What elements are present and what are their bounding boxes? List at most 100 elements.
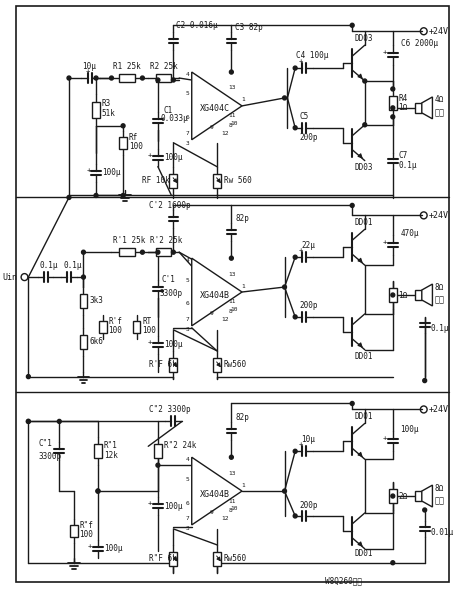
Text: 4: 4: [185, 457, 190, 462]
Bar: [119, 137, 127, 149]
Polygon shape: [191, 457, 241, 525]
Text: 200p: 200p: [298, 501, 317, 509]
Bar: [156, 248, 171, 256]
Bar: [213, 358, 220, 372]
Circle shape: [390, 494, 394, 498]
Text: 10μ: 10μ: [300, 435, 314, 444]
Text: 100μ: 100μ: [163, 153, 182, 162]
Text: +: +: [298, 247, 302, 253]
Text: 低音: 低音: [433, 108, 443, 118]
Text: 82p: 82p: [235, 214, 249, 223]
Text: Uin: Uin: [3, 272, 18, 281]
Text: 3300p: 3300p: [159, 288, 183, 297]
Text: DD01: DD01: [353, 549, 372, 558]
Text: 5: 5: [185, 476, 190, 482]
Text: 3: 3: [185, 327, 190, 332]
Bar: [92, 102, 100, 118]
Text: DD01: DD01: [353, 352, 372, 361]
Text: 100μ: 100μ: [163, 340, 182, 349]
Text: 2Ω: 2Ω: [398, 492, 407, 501]
Text: 100μ: 100μ: [101, 168, 120, 177]
Text: 7: 7: [185, 517, 190, 521]
Circle shape: [292, 66, 297, 70]
Polygon shape: [191, 72, 241, 139]
Circle shape: [57, 420, 61, 423]
Circle shape: [156, 463, 159, 467]
Text: +: +: [85, 68, 89, 74]
Circle shape: [156, 78, 159, 82]
Text: 10: 10: [230, 307, 237, 313]
Text: 82p: 82p: [235, 413, 249, 422]
Bar: [154, 444, 162, 458]
Circle shape: [229, 455, 233, 459]
Circle shape: [229, 70, 233, 74]
Text: 高音: 高音: [433, 496, 443, 505]
Text: 4: 4: [185, 72, 190, 77]
Text: 100: 100: [108, 326, 122, 335]
Text: 8: 8: [228, 508, 232, 514]
Polygon shape: [191, 258, 241, 326]
Circle shape: [67, 76, 71, 80]
Text: R3: R3: [101, 99, 111, 108]
Circle shape: [171, 250, 175, 254]
Text: C'1: C'1: [162, 275, 175, 284]
Text: 12: 12: [221, 131, 229, 137]
Text: 12: 12: [221, 517, 229, 521]
Text: 7: 7: [185, 317, 190, 322]
Text: 3300p: 3300p: [38, 452, 61, 461]
Text: C1: C1: [163, 106, 173, 115]
Circle shape: [292, 514, 297, 518]
Text: 12k: 12k: [104, 451, 118, 460]
Text: RT: RT: [142, 317, 151, 326]
Bar: [213, 552, 220, 566]
Circle shape: [362, 79, 366, 83]
Text: 100μ: 100μ: [104, 544, 122, 553]
Circle shape: [390, 87, 394, 91]
Text: 中音: 中音: [433, 296, 443, 304]
Text: +: +: [298, 58, 302, 64]
Text: 1Ω: 1Ω: [398, 291, 407, 300]
Text: 13: 13: [228, 470, 235, 476]
Text: 13: 13: [228, 272, 235, 277]
Polygon shape: [421, 284, 431, 306]
Text: 8: 8: [228, 310, 232, 314]
Circle shape: [292, 449, 297, 453]
Text: DD01: DD01: [353, 218, 372, 227]
Text: XG404B: XG404B: [199, 489, 229, 499]
Text: R'f: R'f: [108, 317, 122, 326]
Circle shape: [81, 275, 85, 279]
Circle shape: [282, 489, 286, 493]
Bar: [414, 103, 421, 113]
Text: Rw560: Rw560: [223, 360, 246, 369]
Circle shape: [422, 379, 425, 382]
Text: R'F 6k: R'F 6k: [149, 360, 177, 369]
Text: DD03: DD03: [353, 34, 372, 43]
Circle shape: [94, 193, 98, 197]
Text: 100: 100: [79, 530, 93, 540]
Circle shape: [292, 315, 297, 319]
Bar: [388, 489, 396, 503]
Circle shape: [121, 193, 125, 197]
Text: R'1 25k: R'1 25k: [113, 236, 146, 245]
Circle shape: [390, 115, 394, 119]
Text: 0.1μ: 0.1μ: [430, 324, 448, 333]
Text: +24V: +24V: [428, 27, 448, 35]
Text: 8Ω: 8Ω: [433, 483, 442, 492]
Circle shape: [362, 123, 366, 127]
Text: 9: 9: [209, 511, 213, 515]
Text: 1: 1: [241, 284, 244, 288]
Text: C3 82p: C3 82p: [235, 23, 263, 32]
Text: C6 2000μ: C6 2000μ: [400, 38, 437, 48]
Text: +: +: [382, 239, 386, 245]
Bar: [70, 525, 78, 537]
Text: +: +: [148, 152, 152, 158]
Text: 1: 1: [241, 98, 244, 102]
Bar: [169, 358, 177, 372]
Text: DD03: DD03: [353, 163, 372, 172]
Circle shape: [67, 196, 71, 199]
Bar: [119, 248, 134, 256]
Text: +: +: [148, 500, 152, 506]
Text: 4: 4: [185, 258, 190, 262]
Text: 22μ: 22μ: [300, 241, 314, 250]
Circle shape: [422, 508, 425, 512]
